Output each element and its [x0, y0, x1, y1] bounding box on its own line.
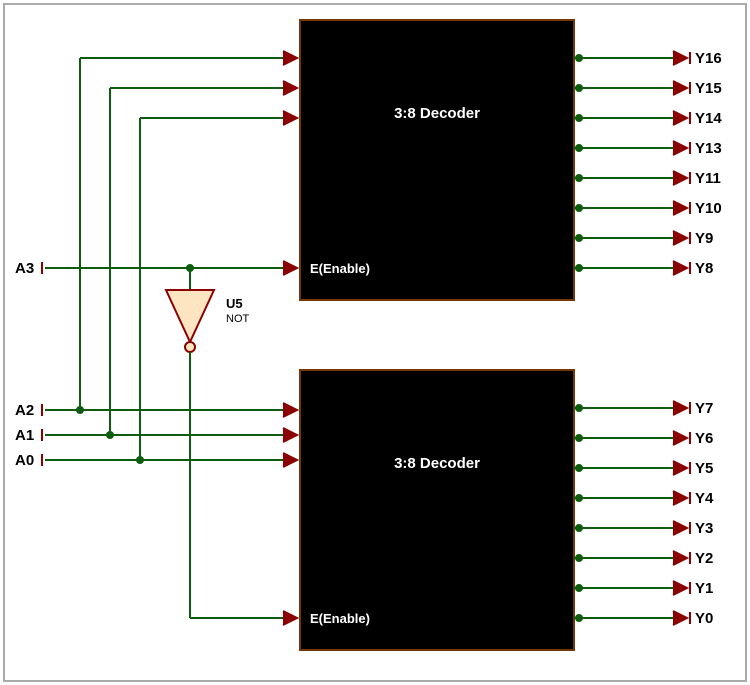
- output-label-y13: Y13: [695, 140, 722, 157]
- output-label-y5: Y5: [695, 460, 713, 477]
- output-label-y16: Y16: [695, 50, 722, 67]
- input-label-a0: A0: [15, 452, 34, 469]
- output-label-y11: Y11: [695, 170, 721, 187]
- output-label-y9: Y9: [695, 230, 713, 247]
- output-label-y6: Y6: [695, 430, 713, 447]
- output-label-y2: Y2: [695, 550, 713, 567]
- decoder-top: [300, 20, 574, 300]
- output-label-y8: Y8: [695, 260, 713, 277]
- input-label-a1: A1: [15, 427, 34, 444]
- output-label-y0: Y0: [695, 610, 713, 627]
- not-sub: NOT: [226, 313, 250, 325]
- decoder-bottom-title: 3:8 Decoder: [394, 455, 480, 472]
- decoder-top-enable-label: E(Enable): [310, 261, 370, 276]
- output-label-y1: Y1: [695, 580, 713, 597]
- decoder-bottom: [300, 370, 574, 650]
- output-label-y10: Y10: [695, 200, 722, 217]
- output-label-y4: Y4: [695, 490, 714, 507]
- decoder-bottom-enable-label: E(Enable): [310, 611, 370, 626]
- input-label-a3: A3: [15, 260, 34, 277]
- input-label-a2: A2: [15, 402, 34, 419]
- decoder-top-title: 3:8 Decoder: [394, 105, 480, 122]
- not-gate: [166, 290, 214, 342]
- output-label-y3: Y3: [695, 520, 713, 537]
- output-label-y7: Y7: [695, 400, 713, 417]
- output-label-y14: Y14: [695, 110, 722, 127]
- not-label: U5: [226, 296, 243, 311]
- output-label-y15: Y15: [695, 80, 722, 97]
